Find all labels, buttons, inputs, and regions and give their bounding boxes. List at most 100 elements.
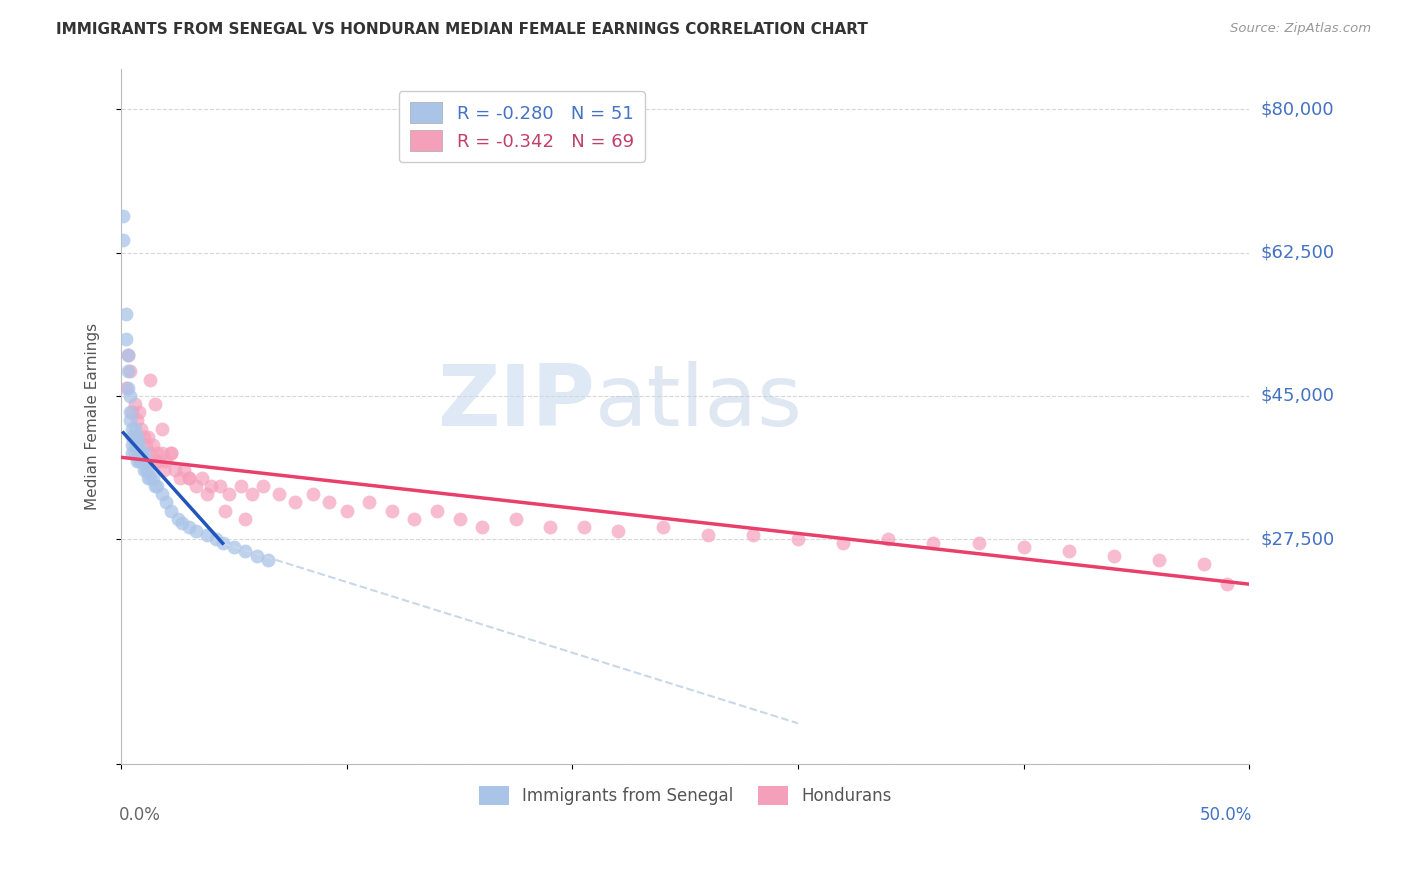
Point: [177, 471, 200, 485]
Point: [233, 512, 256, 526]
Text: atlas: atlas: [595, 361, 803, 444]
Point: [1216, 577, 1239, 591]
Point: [449, 512, 471, 526]
Point: [142, 438, 165, 452]
Point: [170, 516, 193, 530]
Point: [177, 471, 200, 485]
Point: [125, 430, 148, 444]
Point: [318, 495, 340, 509]
Point: [139, 446, 162, 460]
Point: [148, 454, 170, 468]
Point: [153, 462, 176, 476]
Point: [135, 454, 157, 468]
Point: [169, 471, 191, 485]
Point: [606, 524, 628, 538]
Point: [787, 532, 810, 546]
Point: [426, 503, 449, 517]
Point: [120, 413, 142, 427]
Point: [877, 532, 900, 546]
Point: [114, 332, 136, 346]
Point: [177, 520, 200, 534]
Text: $80,000: $80,000: [1261, 101, 1334, 119]
Point: [381, 503, 404, 517]
Point: [131, 422, 153, 436]
Point: [124, 397, 146, 411]
Point: [135, 438, 157, 452]
Point: [742, 528, 765, 542]
Point: [184, 479, 207, 493]
Point: [125, 454, 148, 468]
Point: [159, 446, 181, 460]
Point: [146, 479, 169, 493]
Point: [155, 495, 177, 509]
Point: [229, 479, 252, 493]
Point: [132, 454, 155, 468]
Point: [222, 541, 245, 555]
Point: [117, 381, 139, 395]
Point: [359, 495, 381, 509]
Point: [136, 471, 159, 485]
Point: [195, 528, 218, 542]
Point: [252, 479, 274, 493]
Point: [121, 438, 143, 452]
Point: [505, 512, 527, 526]
Point: [121, 446, 143, 460]
Point: [117, 348, 139, 362]
Point: [1102, 549, 1125, 563]
Text: $27,500: $27,500: [1261, 530, 1334, 549]
Point: [124, 422, 146, 436]
Point: [143, 397, 166, 411]
Text: Source: ZipAtlas.com: Source: ZipAtlas.com: [1230, 22, 1371, 36]
Point: [120, 389, 142, 403]
Point: [146, 446, 169, 460]
Point: [139, 471, 162, 485]
Point: [245, 549, 267, 563]
Point: [404, 512, 426, 526]
Point: [128, 438, 150, 452]
Point: [195, 487, 218, 501]
Point: [159, 446, 181, 460]
Text: $45,000: $45,000: [1261, 387, 1334, 405]
Point: [114, 307, 136, 321]
Point: [218, 487, 240, 501]
Point: [538, 520, 561, 534]
Legend: Immigrants from Senegal, Hondurans: Immigrants from Senegal, Hondurans: [472, 779, 898, 812]
Point: [471, 520, 494, 534]
Point: [121, 430, 143, 444]
Point: [165, 462, 187, 476]
Point: [128, 405, 150, 419]
Point: [143, 479, 166, 493]
Point: [200, 479, 222, 493]
Text: 0.0%: 0.0%: [120, 806, 160, 824]
Point: [128, 446, 150, 460]
Point: [120, 364, 142, 378]
Point: [121, 422, 143, 436]
Point: [256, 552, 278, 566]
Point: [128, 454, 150, 468]
Point: [124, 430, 146, 444]
Point: [112, 234, 135, 248]
Point: [166, 512, 188, 526]
Point: [125, 438, 148, 452]
Point: [967, 536, 990, 550]
Point: [214, 503, 236, 517]
Point: [267, 487, 290, 501]
Point: [184, 524, 207, 538]
Point: [696, 528, 718, 542]
Point: [1194, 557, 1216, 571]
Point: [139, 373, 162, 387]
Point: [132, 446, 155, 460]
Text: 50.0%: 50.0%: [1199, 806, 1251, 824]
Point: [121, 405, 143, 419]
Point: [191, 471, 214, 485]
Point: [1057, 544, 1080, 558]
Point: [131, 454, 153, 468]
Point: [143, 454, 166, 468]
Point: [1147, 552, 1170, 566]
Point: [336, 503, 359, 517]
Point: [1012, 541, 1035, 555]
Point: [572, 520, 595, 534]
Text: IMMIGRANTS FROM SENEGAL VS HONDURAN MEDIAN FEMALE EARNINGS CORRELATION CHART: IMMIGRANTS FROM SENEGAL VS HONDURAN MEDI…: [56, 22, 868, 37]
Point: [112, 209, 135, 223]
Point: [155, 454, 177, 468]
